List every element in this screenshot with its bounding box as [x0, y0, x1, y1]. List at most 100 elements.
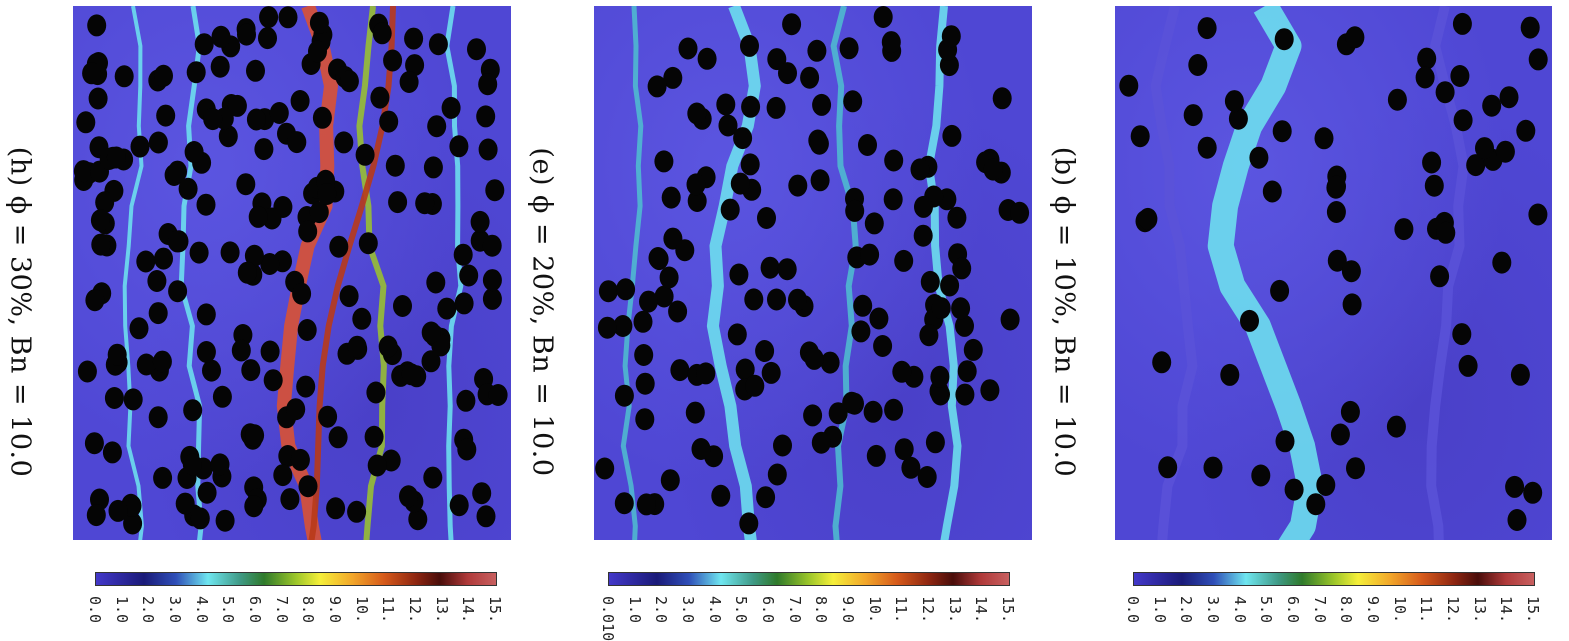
particle — [1415, 66, 1435, 89]
particle — [1152, 351, 1172, 374]
particle — [367, 454, 387, 477]
particle — [467, 38, 486, 61]
particle — [175, 492, 195, 515]
particle — [800, 66, 820, 89]
particle — [1452, 323, 1472, 346]
particle — [405, 54, 425, 77]
particle — [86, 504, 106, 527]
particle — [741, 95, 761, 118]
particle — [820, 351, 840, 374]
particle — [740, 34, 759, 57]
particle — [482, 269, 502, 292]
colorbar-tick-label: 10. — [865, 596, 884, 624]
particle — [720, 198, 740, 221]
particle — [280, 488, 300, 511]
panel-label-e: (e) ϕ = 20%, Bn = 10.0 — [522, 0, 562, 640]
particle — [347, 500, 367, 523]
particle — [1326, 201, 1346, 223]
particle — [740, 153, 760, 176]
particle — [745, 374, 765, 397]
particle — [767, 463, 787, 486]
field-graphic — [1119, 6, 1548, 540]
particle — [1272, 120, 1292, 143]
particle — [739, 512, 759, 535]
particle — [269, 102, 289, 124]
particle — [245, 424, 265, 447]
particle — [1492, 251, 1512, 274]
particle — [685, 401, 705, 424]
particle — [482, 287, 502, 310]
particle — [123, 388, 143, 411]
particle — [308, 40, 327, 63]
particle — [633, 310, 653, 333]
particle — [894, 438, 914, 461]
particle — [1345, 26, 1365, 49]
particle — [1475, 137, 1494, 160]
particle — [755, 340, 775, 362]
particle — [262, 207, 282, 230]
colorbar-tick-label: 3.0 — [679, 596, 697, 624]
particle — [298, 475, 318, 498]
particle — [297, 319, 317, 341]
particle — [102, 441, 122, 464]
particle — [87, 14, 107, 37]
particle — [812, 93, 832, 116]
particle — [845, 199, 865, 222]
particle — [884, 398, 904, 421]
colorbar-h — [95, 572, 497, 586]
particle — [727, 323, 747, 346]
particle — [788, 288, 807, 311]
particle — [1340, 400, 1360, 423]
particle — [178, 177, 198, 200]
particle — [647, 75, 667, 98]
colorbar-tick-label: 3.0 — [166, 596, 184, 624]
particle — [963, 338, 983, 361]
particle — [263, 369, 283, 392]
particle — [661, 186, 681, 209]
particle — [1197, 136, 1217, 159]
colorbar-labels-e: 0.010 1.0 2.0 3.0 4.0 5.0 6.0 7.0 8.0 9.0 10. 11. 12… — [599, 596, 1017, 641]
particle — [148, 131, 168, 154]
particle — [246, 108, 266, 131]
particle — [437, 297, 457, 320]
particle — [296, 375, 316, 398]
particle — [218, 125, 238, 148]
particle — [1528, 203, 1548, 226]
particle — [894, 249, 914, 272]
particle — [478, 138, 498, 161]
particle — [1224, 90, 1244, 113]
particle — [760, 256, 780, 279]
colorbar-tick-label: 11. — [1417, 596, 1436, 624]
colorbar-tick-label: 5.0 — [219, 596, 238, 624]
colorbar-e — [608, 572, 1010, 586]
particle — [1528, 48, 1548, 71]
particle — [290, 90, 310, 112]
particle — [691, 438, 711, 460]
particle — [441, 96, 461, 119]
particle — [1499, 86, 1519, 109]
particle — [1010, 201, 1030, 224]
colorbar-tick-label: 4.0 — [1230, 596, 1249, 624]
particle — [309, 11, 329, 34]
particle — [842, 391, 862, 414]
particle — [88, 87, 108, 110]
particle — [697, 47, 717, 70]
particle — [883, 188, 903, 211]
particle — [980, 379, 1000, 402]
particle — [597, 316, 617, 339]
particle — [401, 363, 421, 386]
particle — [77, 360, 97, 383]
particle — [914, 195, 933, 218]
colorbar-tick-label: 2.0 — [652, 596, 671, 624]
particle — [598, 280, 618, 303]
particle — [426, 271, 446, 294]
particle — [1452, 12, 1472, 35]
particle — [1274, 28, 1294, 51]
colorbar-tick-label: 11. — [892, 596, 911, 624]
flow-field-phi-20 — [594, 6, 1032, 540]
particle — [227, 94, 247, 117]
particle — [196, 303, 216, 326]
colorbar-labels-b: 0.0 1.0 2.0 3.0 4.0 5.0 6.0 7.0 8.0 9.0 10. 11. 12. 1… — [1124, 596, 1542, 640]
particle — [1458, 354, 1478, 377]
colorbar-tick-label: 1.0 — [112, 596, 131, 624]
